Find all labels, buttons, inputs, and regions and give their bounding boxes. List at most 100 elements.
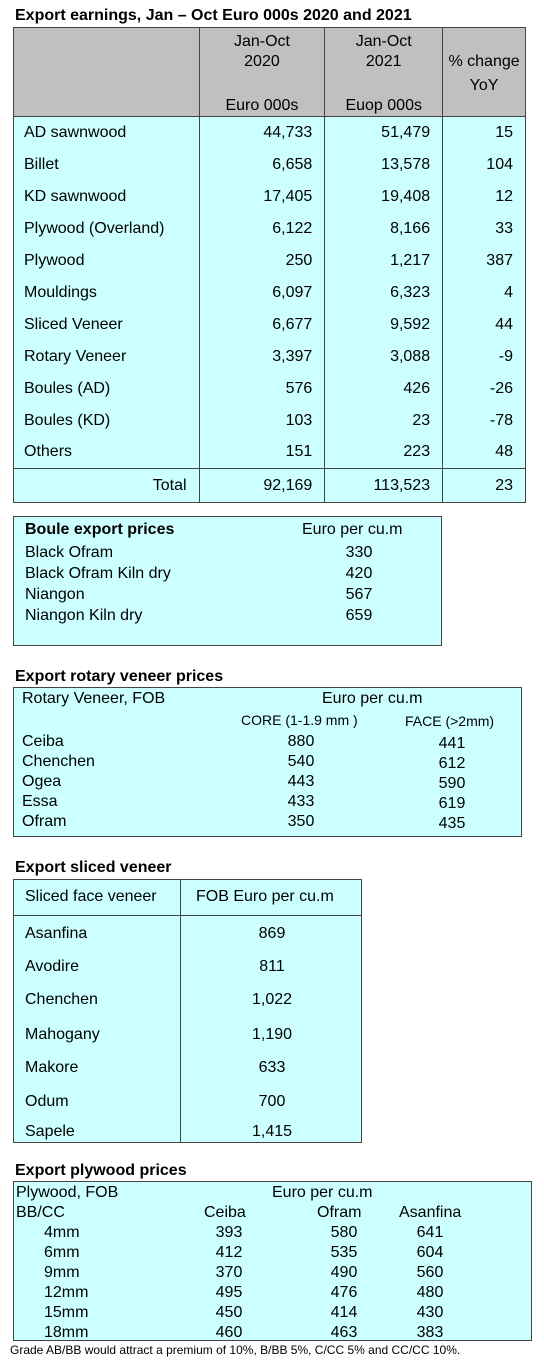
plywood-header-left: Plywood, FOB	[16, 1184, 119, 1201]
earnings-total-row: Total 92,169 113,523 23	[13, 468, 526, 503]
sliced-row-price: 700	[258, 1093, 286, 1110]
rotary-row-face: 590	[438, 775, 466, 792]
row-2021: 23	[324, 404, 444, 437]
boule-row-price: 659	[345, 607, 373, 624]
rotary-row-core: 540	[287, 753, 315, 770]
row-2021: 51,479	[324, 116, 444, 149]
sliced-header-divider	[14, 915, 361, 916]
sliced-row-name: Mahogany	[25, 1026, 100, 1043]
boule-row-price: 330	[345, 544, 373, 561]
row-2020: 6,122	[198, 212, 326, 245]
plywood-row-asanfina: 641	[416, 1224, 444, 1241]
plywood-row-ceiba: 412	[215, 1244, 243, 1261]
earnings-header-2020: Jan-Oct 2020 Euro 000s	[198, 27, 326, 117]
earnings-row: Billet 6,658 13,578 104	[13, 148, 526, 181]
row-label: Rotary Veneer	[13, 340, 200, 373]
rotary-title: Export rotary veneer prices	[15, 668, 224, 685]
row-pct: -26	[442, 372, 526, 405]
earnings-row: Plywood (Overland) 6,122 8,166 33	[13, 212, 526, 245]
row-pct: -9	[442, 340, 526, 373]
row-label: Plywood	[13, 244, 200, 277]
plywood-title: Export plywood prices	[15, 1162, 187, 1179]
earnings-row: Plywood 250 1,217 387	[13, 244, 526, 277]
plywood-row-ofram: 535	[330, 1244, 358, 1261]
total-2021: 113,523	[324, 468, 444, 503]
plywood-row-ofram: 580	[330, 1224, 358, 1241]
row-pct: 48	[442, 436, 526, 469]
earnings-row: Rotary Veneer 3,397 3,088 -9	[13, 340, 526, 373]
sliced-row-name: Makore	[25, 1059, 79, 1076]
sliced-row-name: Chenchen	[25, 991, 98, 1008]
boule-row-name: Niangon	[25, 586, 85, 603]
sliced-row-name: Odum	[25, 1093, 69, 1110]
row-label: Plywood (Overland)	[13, 212, 200, 245]
plywood-col-ceiba: Ceiba	[204, 1204, 246, 1221]
total-pct: 23	[442, 468, 526, 503]
boule-unit: Euro per cu.m	[302, 521, 403, 538]
total-label: Total	[13, 468, 200, 503]
row-label: Sliced Veneer	[13, 308, 200, 341]
earnings-row: Boules (AD) 576 426 -26	[13, 372, 526, 405]
sliced-row-name: Sapele	[25, 1123, 75, 1140]
plywood-col-asanfina: Asanfina	[399, 1204, 462, 1221]
row-2020: 3,397	[198, 340, 326, 373]
earnings-row: Others 151 223 48	[13, 436, 526, 469]
plywood-row-ofram: 476	[330, 1284, 358, 1301]
row-2020: 6,677	[198, 308, 326, 341]
sliced-row-price: 633	[258, 1059, 286, 1076]
rotary-row-face: 441	[438, 735, 466, 752]
plywood-row-asanfina: 383	[416, 1324, 444, 1341]
boule-box: Boule export prices Euro per cu.m Black …	[13, 516, 442, 646]
row-pct: 387	[442, 244, 526, 277]
sliced-row-price: 811	[259, 958, 285, 975]
plywood-row-asanfina: 560	[416, 1264, 444, 1281]
sliced-box: Sliced face veneer FOB Euro per cu.m Asa…	[13, 879, 362, 1143]
earnings-title: Export earnings, Jan – Oct Euro 000s 202…	[15, 7, 412, 24]
row-label: Boules (AD)	[13, 372, 200, 405]
row-2021: 426	[324, 372, 444, 405]
row-2020: 44,733	[198, 116, 326, 149]
earnings-table: Jan-Oct 2020 Euro 000s Jan-Oct 2021 Euop…	[13, 27, 526, 503]
plywood-grade: BB/CC	[16, 1204, 65, 1221]
plywood-row-ofram: 414	[330, 1304, 358, 1321]
plywood-row-asanfina: 480	[416, 1284, 444, 1301]
row-2020: 17,405	[198, 180, 326, 213]
row-pct: 4	[442, 276, 526, 309]
rotary-row-face: 612	[438, 755, 466, 772]
row-2020: 103	[198, 404, 326, 437]
earnings-header-2021: Jan-Oct 2021 Euop 000s	[324, 27, 444, 117]
row-2021: 9,592	[324, 308, 444, 341]
row-2020: 6,658	[198, 148, 326, 181]
plywood-row-size: 18mm	[44, 1324, 89, 1341]
plywood-row-ceiba: 495	[215, 1284, 243, 1301]
rotary-face-header: FACE (>2mm)	[405, 713, 495, 729]
rotary-row-name: Ceiba	[22, 733, 64, 750]
plywood-row-asanfina: 430	[416, 1304, 444, 1321]
row-pct: 44	[442, 308, 526, 341]
row-2021: 8,166	[324, 212, 444, 245]
rotary-box: Rotary Veneer, FOB Euro per cu.m CORE (1…	[13, 687, 522, 837]
plywood-row-size: 9mm	[44, 1264, 80, 1281]
sliced-row-name: Asanfina	[25, 925, 88, 942]
row-2021: 223	[324, 436, 444, 469]
sliced-row-price: 869	[258, 925, 286, 942]
rotary-row-core: 443	[287, 773, 315, 790]
plywood-row-ofram: 463	[330, 1324, 358, 1341]
earnings-header-row: Jan-Oct 2020 Euro 000s Jan-Oct 2021 Euop…	[13, 27, 526, 117]
plywood-row-size: 4mm	[44, 1224, 80, 1241]
sliced-title: Export sliced veneer	[15, 859, 172, 876]
row-label: Billet	[13, 148, 200, 181]
row-2020: 151	[198, 436, 326, 469]
sliced-row-name: Avodire	[25, 958, 79, 975]
row-2021: 19,408	[324, 180, 444, 213]
earnings-row: AD sawnwood 44,733 51,479 15	[13, 116, 526, 149]
row-2021: 6,323	[324, 276, 444, 309]
boule-row-name: Black Ofram Kiln dry	[25, 565, 171, 582]
rotary-unit: Euro per cu.m	[322, 690, 423, 707]
plywood-row-size: 12mm	[44, 1284, 89, 1301]
row-pct: 12	[442, 180, 526, 213]
row-pct: 33	[442, 212, 526, 245]
row-2020: 250	[198, 244, 326, 277]
row-label: Mouldings	[13, 276, 200, 309]
rotary-row-core: 350	[287, 813, 315, 830]
